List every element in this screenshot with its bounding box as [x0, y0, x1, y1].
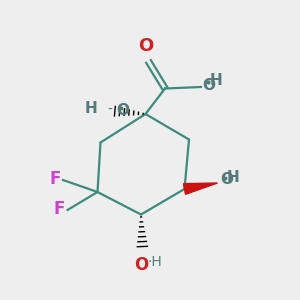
Polygon shape: [184, 183, 218, 194]
Text: -: -: [107, 103, 112, 116]
Text: O: O: [116, 103, 129, 118]
Text: O: O: [202, 78, 215, 93]
Text: F: F: [54, 200, 65, 218]
Text: O: O: [134, 256, 149, 274]
Text: H: H: [85, 101, 98, 116]
Text: O: O: [138, 37, 153, 55]
Text: H: H: [209, 73, 222, 88]
Text: H: H: [226, 169, 239, 184]
Text: F: F: [49, 170, 61, 188]
Text: O: O: [220, 172, 233, 188]
Text: ·H: ·H: [148, 255, 163, 269]
